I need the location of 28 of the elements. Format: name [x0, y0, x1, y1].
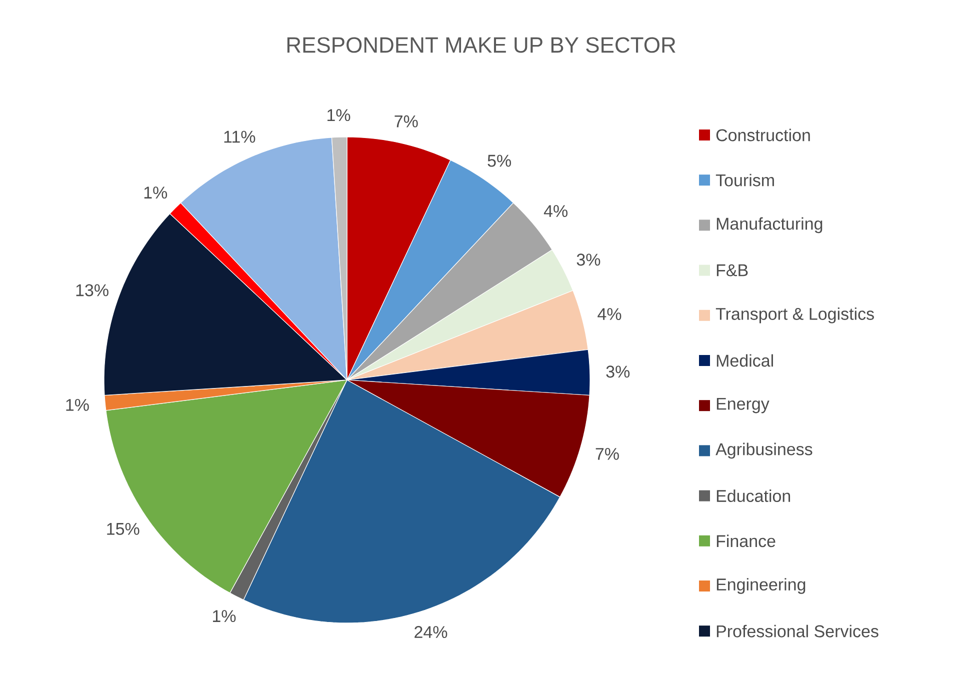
legend-label: Construction — [716, 128, 810, 142]
legend-label: Education — [716, 490, 790, 502]
data-label: 1% — [66, 398, 89, 411]
legend-label: Transport & Logistics — [716, 307, 874, 324]
data-label: 11% — [224, 130, 256, 143]
data-label: 4% — [598, 308, 622, 320]
data-label: 1% — [328, 109, 350, 122]
chart-title: RESPONDENT MAKE UP BY SECTOR — [287, 37, 676, 53]
data-label: 1% — [144, 186, 168, 199]
data-label: 4% — [544, 205, 568, 218]
legend-label: Medical — [716, 354, 773, 367]
legend-label: Engineering — [716, 578, 806, 594]
legend-label: F&B — [716, 264, 748, 276]
legend-label: Professional Services — [716, 624, 878, 638]
data-label: 3% — [606, 366, 630, 378]
data-label: 3% — [576, 254, 600, 266]
data-label: 15% — [107, 522, 140, 535]
data-label: 5% — [488, 154, 511, 167]
legend-label: Tourism — [716, 174, 774, 186]
legend-label: Agribusiness — [716, 442, 812, 459]
legend-label: Energy — [716, 398, 770, 414]
data-label: 7% — [596, 448, 619, 460]
data-label: 7% — [394, 115, 418, 128]
data-label: 1% — [212, 610, 236, 622]
legend-label: Manufacturing — [716, 217, 822, 234]
legend-label: Finance — [716, 534, 776, 548]
data-label: 24% — [414, 626, 448, 638]
data-label: 13% — [76, 284, 108, 296]
